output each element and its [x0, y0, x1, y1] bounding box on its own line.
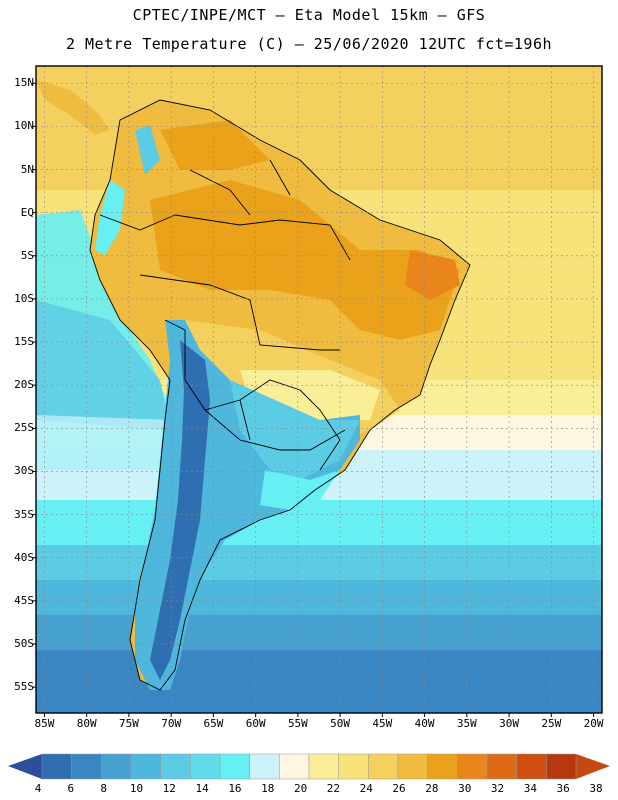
lat-label: 20S: [14, 378, 34, 392]
lon-label: 50W: [330, 717, 351, 730]
lon-label: 30W: [499, 717, 519, 730]
colorbar-swatch: [397, 753, 428, 780]
colorbar-swatch: [486, 753, 517, 780]
title-line-1: CPTEC/INPE/MCT – Eta Model 15km – GFS: [132, 6, 486, 24]
lat-label: 15S: [14, 335, 34, 349]
colorbar-label: 38: [589, 782, 603, 795]
central-america-land: [36, 80, 110, 135]
colorbar-swatch: [130, 753, 161, 780]
lat-label: 30S: [14, 464, 34, 478]
uruguay-region-18: [260, 470, 340, 510]
colorbar-label: 12: [162, 782, 176, 795]
lon-label: 45W: [372, 717, 393, 730]
colorbar-label: 24: [359, 782, 373, 795]
northern-andes-cool: [95, 180, 125, 255]
colorbar: [8, 753, 610, 780]
country-borders: [89, 99, 471, 691]
colorbar-swatch: [101, 753, 132, 780]
colorbar-swatch: [308, 753, 339, 780]
colorbar-label: 22: [326, 782, 341, 795]
colorbar-swatch: [71, 753, 102, 780]
colorbar-label: 6: [67, 782, 75, 795]
colorbar-swatch: [160, 753, 191, 780]
lat-label: EQ: [20, 205, 34, 219]
colorbar-swatch: [427, 753, 458, 780]
ocean-band-10: [36, 650, 602, 713]
colorbar-label: 18: [261, 782, 275, 795]
lon-label: 85W: [34, 717, 55, 730]
lon-label: 40W: [414, 717, 435, 730]
colorbar-label: 10: [129, 782, 144, 795]
lon-label: 60W: [245, 717, 266, 730]
colorbar-high-arrow: [576, 754, 610, 779]
lon-label: 35W: [456, 717, 477, 730]
lon-label: 55W: [287, 717, 308, 730]
colorbar-label: 26: [392, 782, 406, 795]
lon-label: 70W: [161, 717, 182, 730]
map-panel: [36, 66, 602, 713]
lon-label: 65W: [203, 717, 224, 730]
pacific-cool-core: [36, 300, 170, 430]
lat-label: 5N: [20, 162, 34, 176]
colorbar-swatch: [368, 753, 399, 780]
lat-label: 15N: [14, 76, 34, 90]
andes-cold-streak: [150, 340, 210, 680]
parana-basin-16: [230, 380, 360, 480]
colorbar-label: 34: [523, 782, 537, 795]
lat-label: 10S: [14, 291, 34, 305]
colorbar-label: 20: [293, 782, 308, 795]
colorbar-swatch: [338, 753, 369, 780]
colorbar-label: 36: [556, 782, 570, 795]
colorbar-label: 16: [228, 782, 242, 795]
pacific-band-20: [36, 415, 170, 470]
lat-label: 25S: [14, 421, 34, 435]
colorbar-swatch: [457, 753, 488, 780]
colombia-andes-cool: [135, 125, 160, 175]
colorbar-swatch: [279, 753, 310, 780]
lon-label: 20W: [583, 717, 604, 730]
colorbar-label: 4: [34, 782, 42, 795]
ocean-band-16: [36, 545, 602, 585]
colorbar-swatch: [546, 753, 577, 780]
lat-label: 45S: [14, 593, 34, 607]
lon-label: 25W: [541, 717, 562, 730]
colorbar-label: 32: [490, 782, 505, 795]
lon-label: 80W: [76, 717, 97, 730]
map-frame: [35, 65, 603, 714]
colorbar-label: 28: [425, 782, 439, 795]
colorbar-swatch: [190, 753, 221, 780]
lat-label: 10N: [14, 119, 34, 133]
northeast-brazil-hot: [405, 250, 460, 300]
ocean-band-12: [36, 615, 602, 655]
colorbar-label: 30: [458, 782, 472, 795]
ocean-band-14: [36, 580, 602, 620]
lat-label: 55S: [14, 680, 34, 694]
colorbar-label: 14: [195, 782, 209, 795]
venezuela-hot: [160, 120, 270, 170]
amazon-hot-region: [150, 180, 460, 340]
colorbar-swatch: [516, 753, 547, 780]
lat-label: 35S: [14, 507, 34, 521]
colorbar-label: 8: [100, 782, 107, 795]
lat-label: 50S: [14, 636, 34, 650]
lon-label: 75W: [118, 717, 139, 730]
axis-ticks: [32, 82, 595, 717]
title-line-2: 2 Metre Temperature (C) – 25/06/2020 12U…: [65, 35, 553, 53]
graticule: [36, 66, 602, 713]
colorbar-swatch: [219, 753, 250, 780]
lat-label: 40S: [14, 550, 34, 564]
colorbar-swatch: [41, 753, 72, 780]
ocean-band-18: [36, 500, 602, 550]
lat-label: 5S: [20, 248, 34, 262]
colorbar-low-arrow: [8, 754, 42, 779]
colorbar-swatch: [249, 753, 280, 780]
